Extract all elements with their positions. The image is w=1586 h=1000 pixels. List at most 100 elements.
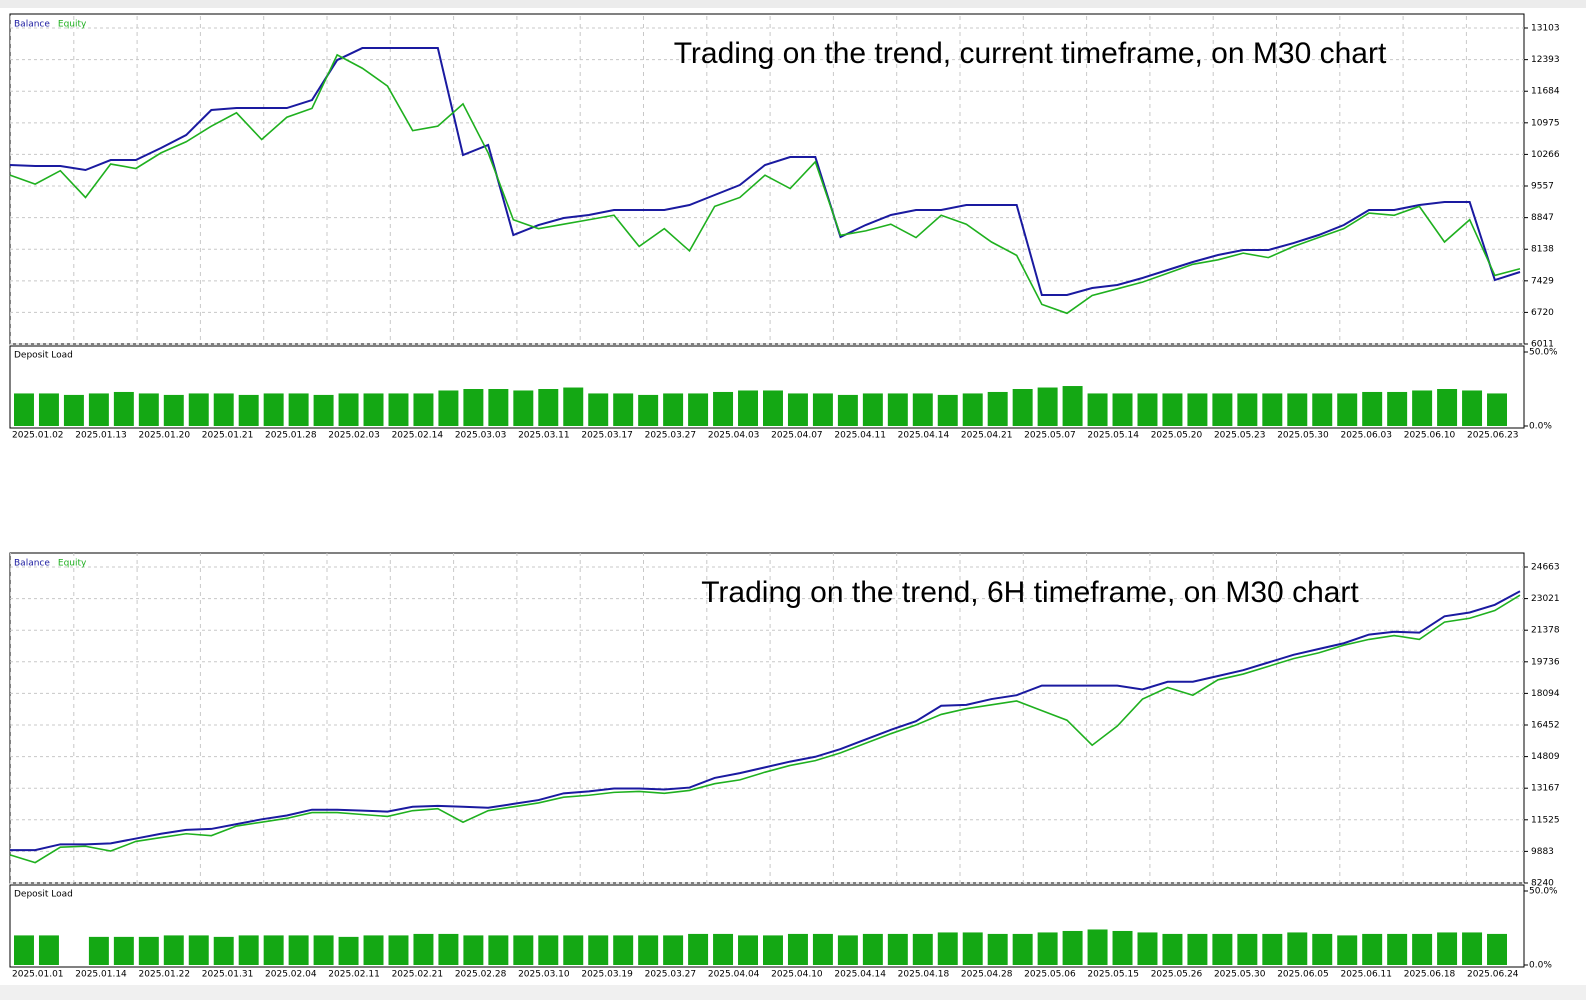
y-tick-label: 12393	[1531, 55, 1560, 65]
bar	[638, 935, 659, 965]
x-tick-label: 2025.04.14	[898, 431, 950, 441]
x-tick-label: 2025.06.18	[1404, 970, 1456, 980]
x-tick-label: 2025.01.13	[75, 431, 127, 441]
bar	[88, 936, 109, 965]
y-tick-label: 11525	[1531, 815, 1560, 825]
x-tick-label: 2025.02.28	[455, 970, 507, 980]
bar	[338, 936, 359, 965]
bar	[14, 393, 34, 426]
bar	[1137, 393, 1158, 426]
bar	[1337, 935, 1358, 965]
y-tick-label: 10975	[1531, 118, 1560, 128]
bar	[663, 935, 684, 965]
status-bar	[0, 985, 1586, 1000]
bar	[138, 393, 159, 426]
bar	[638, 394, 659, 426]
bar	[738, 935, 759, 965]
bar	[263, 393, 284, 426]
x-tick-label: 2025.04.18	[898, 970, 950, 980]
x-tick-label: 2025.06.24	[1467, 970, 1519, 980]
bar	[987, 391, 1008, 426]
bar	[1212, 393, 1233, 426]
series-line	[9, 53, 1521, 315]
bar	[887, 933, 908, 965]
legend-entry: Equity	[58, 20, 87, 30]
bar	[663, 393, 684, 426]
x-tick-label: 2025.01.02	[12, 431, 64, 441]
bar	[38, 393, 59, 426]
bar	[463, 935, 484, 965]
x-tick-label: 2025.05.30	[1277, 431, 1329, 441]
bar	[1087, 393, 1108, 426]
bar	[613, 393, 634, 426]
bar	[1112, 393, 1133, 426]
bar	[713, 933, 734, 965]
bar	[238, 935, 259, 965]
bar	[837, 935, 858, 965]
x-tick-label: 2025.05.14	[1087, 431, 1139, 441]
x-tick-label: 2025.04.28	[961, 970, 1013, 980]
x-tick-label: 2025.02.03	[328, 431, 380, 441]
x-tick-label: 2025.04.07	[771, 431, 823, 441]
bar	[88, 393, 109, 426]
y-tick-label: 19736	[1531, 657, 1560, 667]
bar	[38, 935, 59, 965]
y-tick-label: 6720	[1531, 308, 1554, 318]
bar	[313, 394, 334, 426]
x-tick-label: 2025.06.03	[1340, 431, 1392, 441]
y-tick-label: 16452	[1531, 720, 1560, 730]
separator	[0, 448, 1586, 548]
x-tick-label: 2025.03.10	[518, 970, 570, 980]
bar	[1362, 391, 1383, 426]
bar	[113, 391, 134, 426]
x-tick-label: 2025.03.11	[518, 431, 570, 441]
x-tick-label: 2025.03.17	[581, 431, 633, 441]
bar	[1012, 933, 1033, 965]
bar	[862, 393, 883, 426]
bar	[163, 394, 184, 426]
bar	[1387, 933, 1408, 965]
bar	[1212, 933, 1233, 965]
x-tick-label: 2025.05.30	[1214, 970, 1266, 980]
x-tick-label: 2025.01.31	[202, 970, 254, 980]
y-tick-label: 9557	[1531, 182, 1554, 192]
bar	[1437, 389, 1458, 426]
bar	[1412, 390, 1433, 426]
x-tick-label: 2025.06.05	[1277, 970, 1329, 980]
bar	[363, 393, 384, 426]
bar	[713, 391, 734, 426]
bar	[288, 393, 309, 426]
bar	[887, 393, 908, 426]
y-tick-label: 50.0%	[1529, 348, 1558, 358]
y-tick-label: 7429	[1531, 276, 1554, 286]
bar	[1237, 393, 1258, 426]
bar	[1037, 387, 1058, 426]
bar	[812, 933, 833, 965]
x-tick-label: 2025.02.14	[392, 431, 444, 441]
bar	[1437, 932, 1458, 965]
y-tick-label: 21378	[1531, 626, 1560, 636]
x-tick-label: 2025.01.21	[202, 431, 254, 441]
x-tick-label: 2025.06.23	[1467, 431, 1519, 441]
x-tick-label: 2025.04.21	[961, 431, 1013, 441]
y-tick-label: 8847	[1531, 213, 1554, 223]
bar	[763, 390, 783, 426]
x-tick-label: 2025.04.04	[708, 970, 760, 980]
vertical-grid	[10, 553, 1524, 883]
bar	[1187, 393, 1208, 426]
bar	[862, 933, 883, 965]
bar	[688, 933, 709, 965]
legend-entry: Balance	[14, 559, 50, 569]
x-tick-label: 2025.01.28	[265, 431, 317, 441]
bar	[513, 935, 534, 965]
series-line	[9, 47, 1521, 296]
bar	[563, 387, 584, 426]
x-tick-label: 2025.05.26	[1151, 970, 1203, 980]
bar	[1137, 932, 1158, 965]
x-tick-label: 2025.05.06	[1024, 970, 1076, 980]
bar	[1087, 929, 1108, 965]
bar	[1037, 932, 1058, 965]
bar	[912, 933, 933, 965]
x-tick-label: 2025.01.01	[12, 970, 64, 980]
x-tick-label: 2025.04.10	[771, 970, 823, 980]
